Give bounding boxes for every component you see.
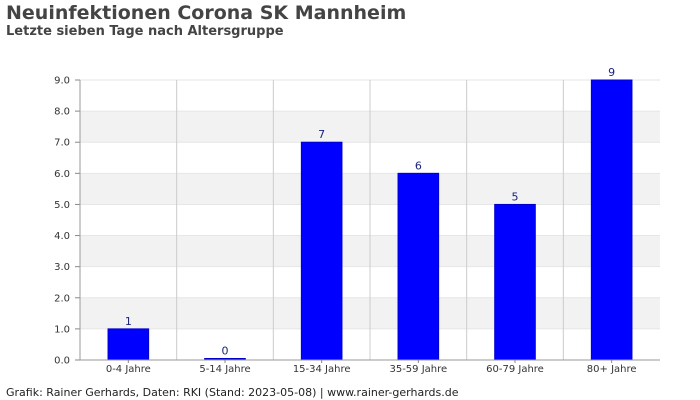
y-tick-label: 8.0	[54, 107, 70, 118]
y-tick-label: 0.0	[54, 356, 70, 367]
bar	[397, 172, 440, 361]
y-tick-label: 3.0	[54, 262, 70, 273]
data-label: 5	[512, 190, 519, 203]
x-tick-label: 5-14 Jahre	[199, 364, 250, 375]
chart-title: Neuinfektionen Corona SK Mannheim	[6, 2, 407, 24]
data-label: 6	[415, 159, 422, 172]
bar	[590, 79, 633, 361]
y-tick-label: 1.0	[54, 324, 70, 335]
y-tick-label: 9.0	[54, 76, 70, 87]
x-tick-label: 80+ Jahre	[587, 364, 637, 375]
bar	[300, 141, 343, 361]
data-label: 0	[222, 345, 229, 358]
y-tick-label: 6.0	[54, 169, 70, 180]
y-tick-label: 7.0	[54, 138, 70, 149]
source-credit: Grafik: Rainer Gerhards, Daten: RKI (Sta…	[6, 386, 459, 399]
data-label: 7	[318, 128, 325, 141]
y-tick-label: 4.0	[54, 231, 70, 242]
x-tick-label: 35-59 Jahre	[389, 364, 447, 375]
data-label: 9	[608, 66, 615, 79]
y-tick-label: 2.0	[54, 293, 70, 304]
y-tick-label: 5.0	[54, 200, 70, 211]
x-tick-label: 0-4 Jahre	[106, 364, 151, 375]
data-label: 1	[125, 315, 132, 328]
chart-subtitle: Letzte sieben Tage nach Altersgruppe	[6, 24, 284, 39]
x-tick-label: 15-34 Jahre	[293, 364, 351, 375]
x-tick-label: 60-79 Jahre	[486, 364, 544, 375]
bar	[107, 328, 150, 361]
bar	[494, 203, 536, 361]
